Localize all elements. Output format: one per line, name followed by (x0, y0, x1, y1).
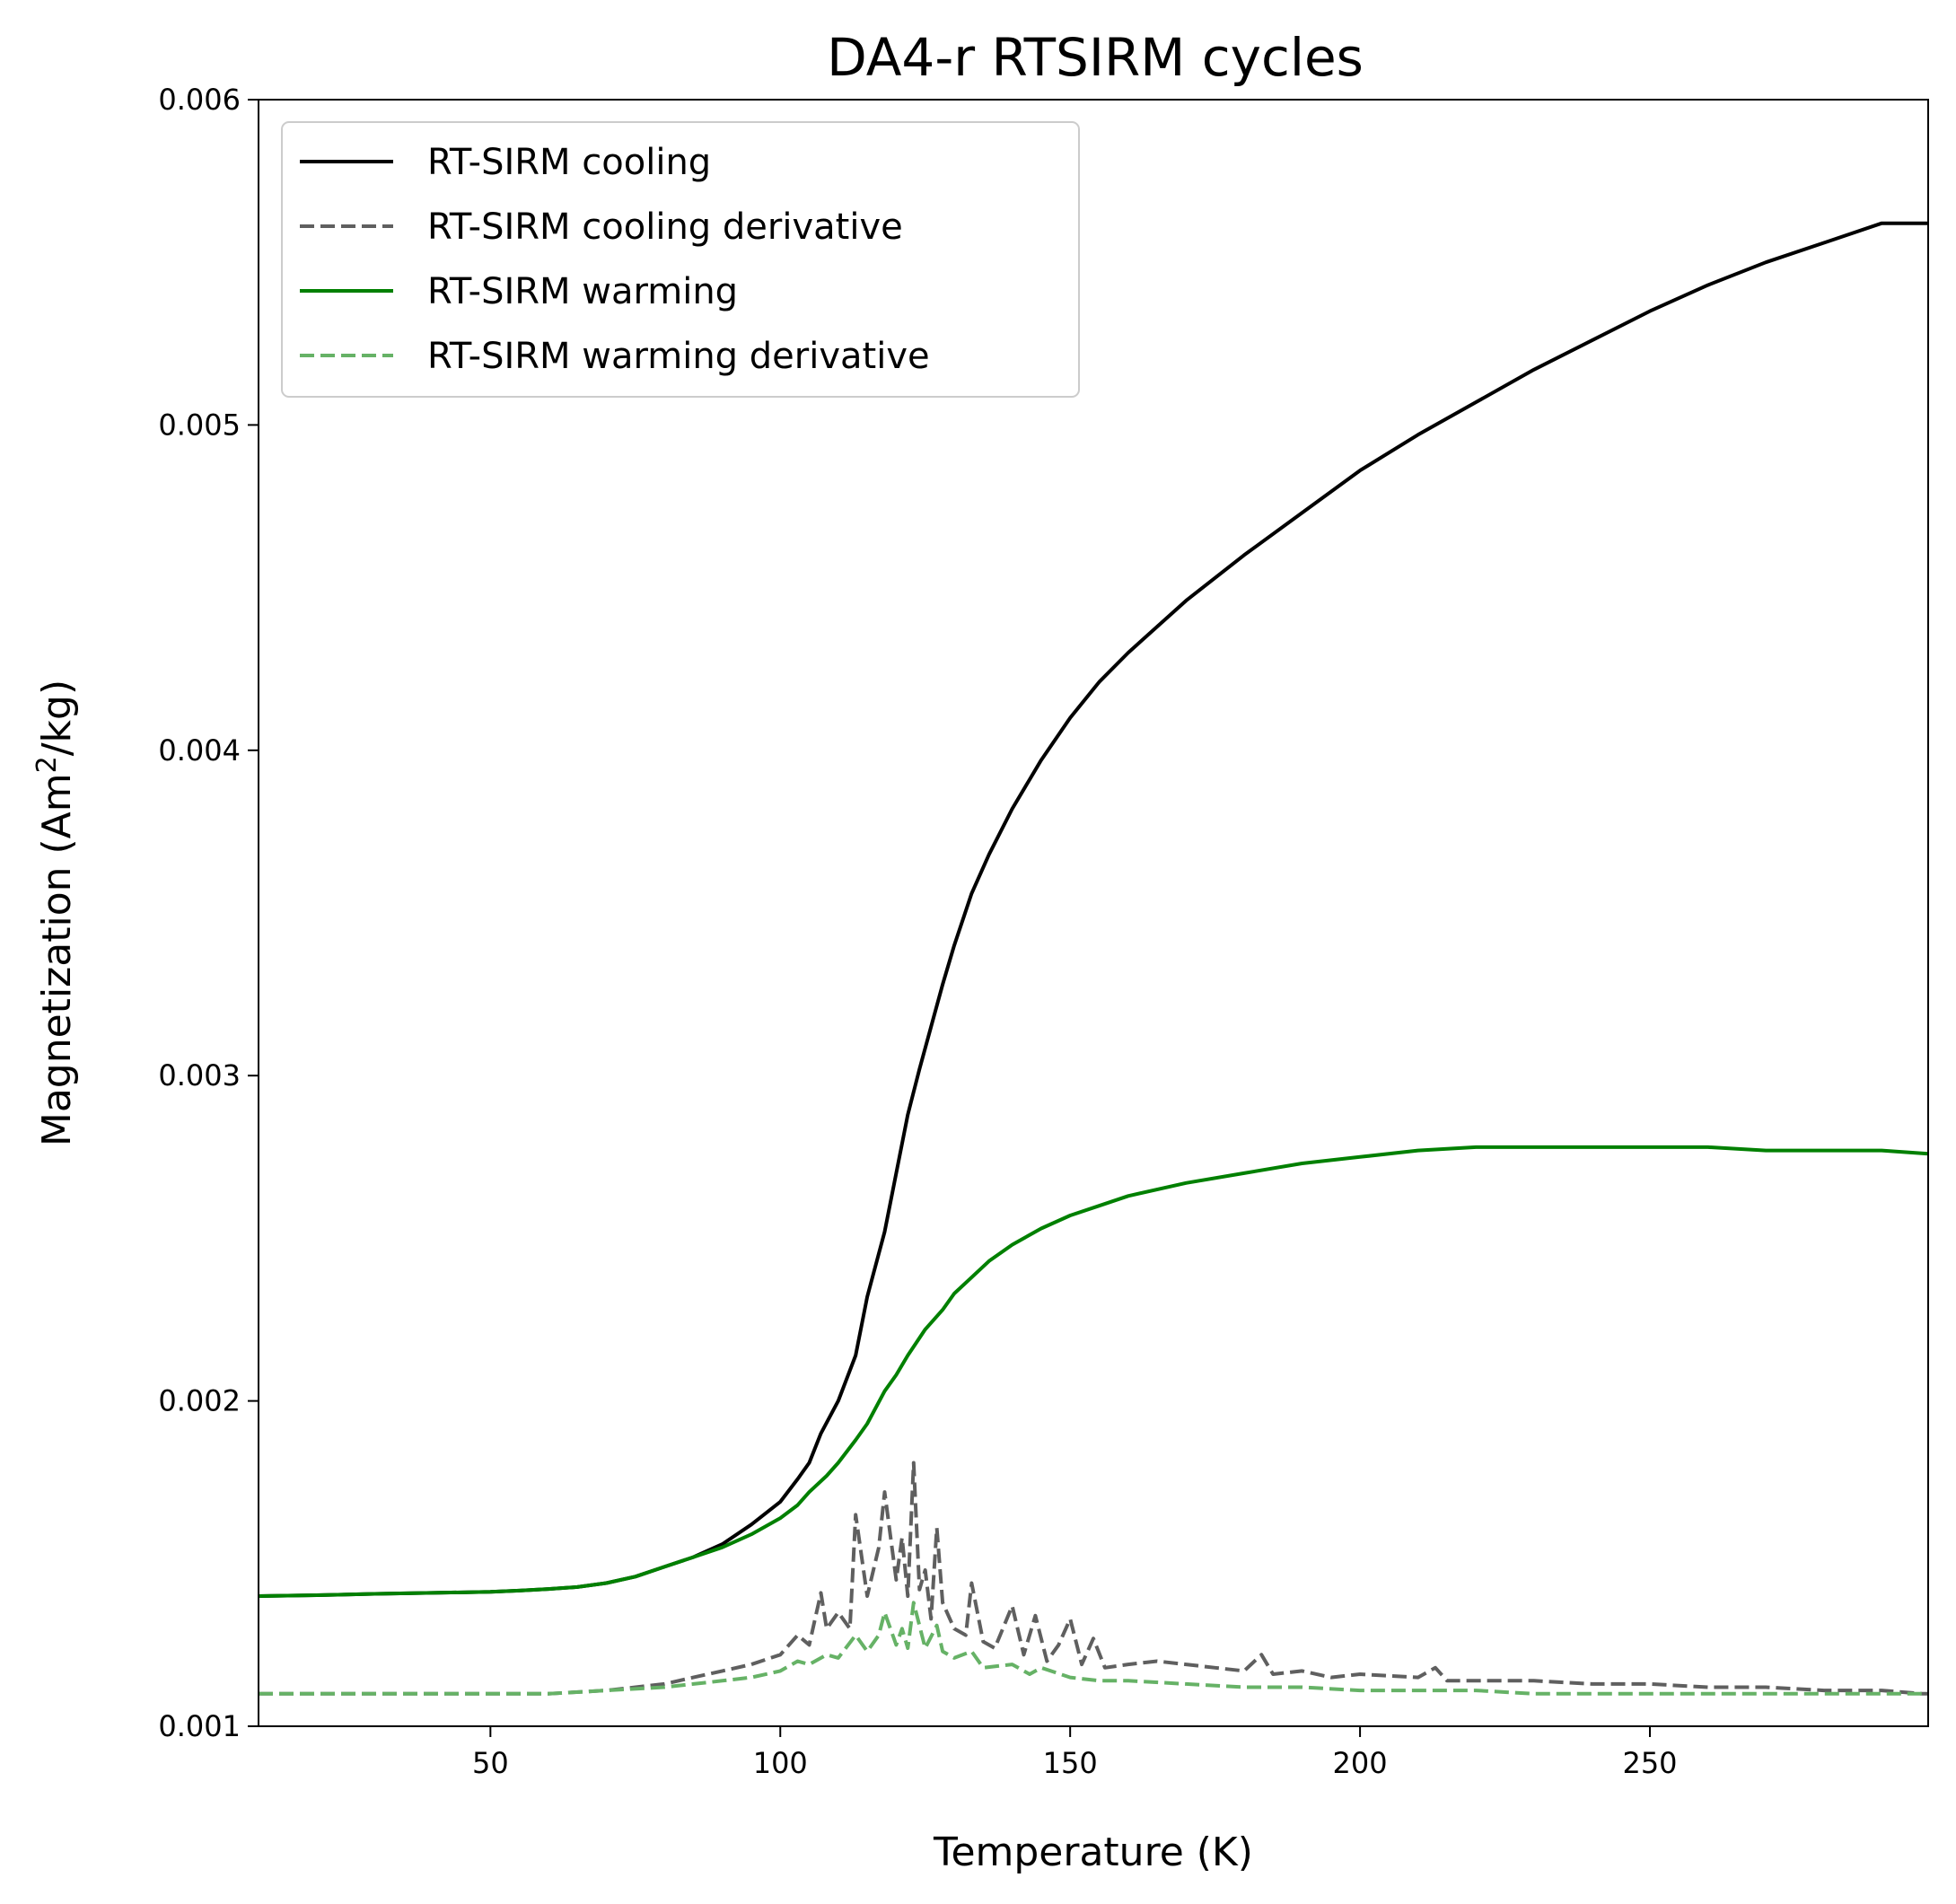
x-tick-label: 150 (1043, 1746, 1098, 1780)
y-tick-label: 0.001 (158, 1709, 241, 1743)
series-line-3 (259, 1601, 1928, 1696)
x-axis: 50 100 150 200 250 (472, 1726, 1678, 1780)
plot-frame (258, 99, 1929, 1727)
x-tick-label: 200 (1333, 1746, 1388, 1780)
legend-label-2: RT-SIRM warming (427, 271, 738, 312)
y-axis-label: Magnetization (Am2/kg) (31, 680, 80, 1146)
y-tick-label: 0.005 (158, 408, 241, 442)
x-tick-label: 100 (753, 1746, 808, 1780)
x-axis-label: Temperature (K) (933, 1829, 1253, 1875)
y-axis-label-main: Magnetization (Am (34, 773, 80, 1146)
x-tick-label: 50 (472, 1746, 509, 1780)
legend: RT-SIRM cooling RT-SIRM cooling derivativ… (281, 121, 1080, 398)
y-tick-label: 0.004 (158, 733, 241, 768)
x-tick-label: 250 (1622, 1746, 1677, 1780)
legend-label-3: RT-SIRM warming derivative (427, 336, 930, 377)
y-axis-label-tail: /kg) (34, 680, 80, 756)
plot-lines (258, 221, 1929, 1696)
y-tick-label: 0.002 (158, 1384, 241, 1418)
y-tick-label: 0.006 (158, 83, 241, 117)
y-axis-label-sup: 2 (31, 756, 63, 773)
chart-title: DA4-r RTSIRM cycles (827, 27, 1364, 88)
legend-label-1: RT-SIRM cooling derivative (427, 206, 903, 248)
legend-label-0: RT-SIRM cooling (427, 142, 711, 183)
legend-box (281, 121, 1080, 398)
y-tick-label: 0.003 (158, 1058, 241, 1092)
y-axis: 0.001 0.002 0.003 0.004 0.005 0.006 (158, 83, 259, 1743)
series-line-1 (259, 1461, 1928, 1696)
series-line-2 (258, 1145, 1929, 1598)
